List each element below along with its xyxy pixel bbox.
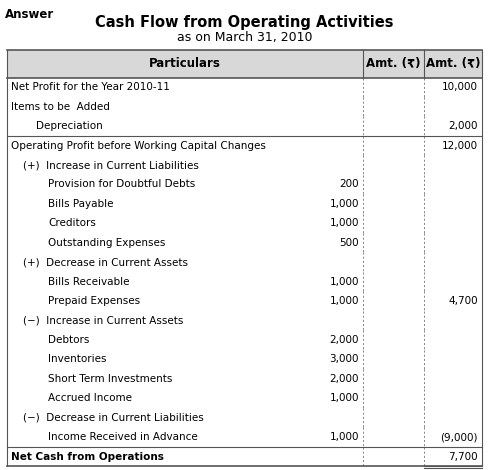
Text: Debtors: Debtors: [48, 335, 89, 345]
Text: Answer: Answer: [5, 8, 54, 22]
Text: Net Cash from Operations: Net Cash from Operations: [11, 452, 164, 462]
Text: 1,000: 1,000: [329, 432, 358, 442]
Text: 500: 500: [339, 238, 358, 248]
Text: Prepaid Expenses: Prepaid Expenses: [48, 296, 140, 306]
Text: Outstanding Expenses: Outstanding Expenses: [48, 238, 165, 248]
Text: 1,000: 1,000: [329, 296, 358, 306]
Text: Inventories: Inventories: [48, 354, 106, 364]
Text: (+)  Increase in Current Liabilities: (+) Increase in Current Liabilities: [23, 160, 199, 170]
Text: (−)  Increase in Current Assets: (−) Increase in Current Assets: [23, 315, 183, 326]
Text: (9,000): (9,000): [439, 432, 477, 442]
Text: 200: 200: [339, 180, 358, 189]
Text: as on March 31, 2010: as on March 31, 2010: [176, 31, 312, 44]
Text: 4,700: 4,700: [447, 296, 477, 306]
Text: Items to be  Added: Items to be Added: [11, 102, 110, 112]
Text: 1,000: 1,000: [329, 218, 358, 228]
Text: Particulars: Particulars: [149, 57, 221, 70]
Text: (+)  Decrease in Current Assets: (+) Decrease in Current Assets: [23, 257, 188, 267]
Text: 1,000: 1,000: [329, 393, 358, 403]
Text: 12,000: 12,000: [441, 141, 477, 150]
Text: 10,000: 10,000: [441, 82, 477, 92]
Text: 7,700: 7,700: [447, 452, 477, 462]
Text: Accrued Income: Accrued Income: [48, 393, 132, 403]
Text: Operating Profit before Working Capital Changes: Operating Profit before Working Capital …: [11, 141, 265, 150]
Text: Cash Flow from Operating Activities: Cash Flow from Operating Activities: [95, 15, 393, 30]
Text: Amt. (₹): Amt. (₹): [366, 57, 420, 70]
Text: Depreciation: Depreciation: [36, 121, 102, 131]
Text: Bills Receivable: Bills Receivable: [48, 277, 129, 287]
Text: Creditors: Creditors: [48, 218, 96, 228]
Text: Net Profit for the Year 2010-11: Net Profit for the Year 2010-11: [11, 82, 170, 92]
Text: Amt. (₹): Amt. (₹): [425, 57, 479, 70]
Text: (−)  Decrease in Current Liabilities: (−) Decrease in Current Liabilities: [23, 413, 204, 423]
Bar: [7, 50, 481, 78]
Text: 2,000: 2,000: [447, 121, 477, 131]
Text: 2,000: 2,000: [329, 374, 358, 384]
Text: 1,000: 1,000: [329, 277, 358, 287]
Text: 1,000: 1,000: [329, 199, 358, 209]
Text: 3,000: 3,000: [329, 354, 358, 364]
Text: 2,000: 2,000: [329, 335, 358, 345]
Text: Short Term Investments: Short Term Investments: [48, 374, 172, 384]
Text: Income Received in Advance: Income Received in Advance: [48, 432, 197, 442]
Text: Provision for Doubtful Debts: Provision for Doubtful Debts: [48, 180, 195, 189]
Text: Bills Payable: Bills Payable: [48, 199, 113, 209]
